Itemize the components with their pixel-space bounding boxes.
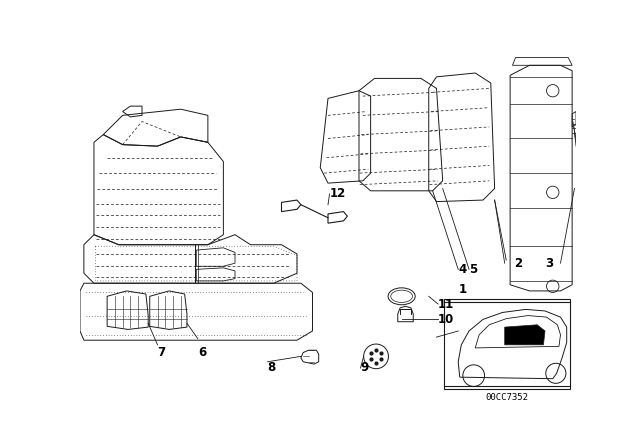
- Text: 8: 8: [268, 362, 276, 375]
- Polygon shape: [150, 291, 187, 329]
- Text: 12: 12: [330, 187, 346, 200]
- Polygon shape: [328, 211, 348, 223]
- Text: 11: 11: [438, 297, 454, 310]
- Text: 10: 10: [438, 313, 454, 326]
- Text: 9: 9: [360, 362, 369, 375]
- Polygon shape: [505, 325, 545, 345]
- Polygon shape: [282, 200, 301, 211]
- Text: 4: 4: [458, 263, 467, 276]
- Text: 00CC7352: 00CC7352: [486, 392, 529, 401]
- Text: 6: 6: [198, 346, 206, 359]
- Polygon shape: [107, 291, 148, 329]
- Text: 3: 3: [545, 257, 553, 270]
- Text: 1: 1: [458, 283, 467, 296]
- Text: 7: 7: [157, 346, 166, 359]
- Text: 5: 5: [469, 263, 477, 276]
- Text: 2: 2: [514, 257, 522, 270]
